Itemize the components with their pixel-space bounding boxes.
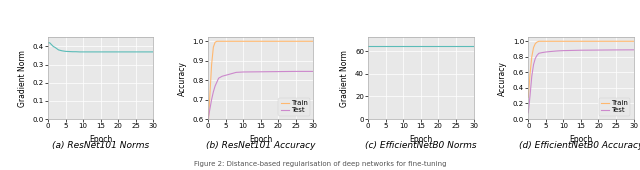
Test <box>236 71 244 73</box>
Y-axis label: Accuracy: Accuracy <box>499 61 508 96</box>
Train <box>208 64 216 66</box>
Train <box>239 40 247 42</box>
Train <box>257 40 264 42</box>
Text: (b) ResNet101 Accuracy: (b) ResNet101 Accuracy <box>206 141 316 150</box>
Test <box>526 95 534 97</box>
Train <box>559 40 567 42</box>
Train <box>595 40 602 42</box>
Train <box>630 40 637 42</box>
Train <box>229 40 237 42</box>
Test <box>612 49 620 51</box>
Text: Figure 2: Distance-based regularisation of deep networks for fine-tuning: Figure 2: Distance-based regularisation … <box>194 161 446 167</box>
Test <box>211 85 219 87</box>
Test <box>549 50 557 52</box>
Train <box>542 40 550 42</box>
Test <box>229 72 237 74</box>
Train <box>204 127 212 129</box>
Train <box>577 40 585 42</box>
Train <box>530 46 538 48</box>
Test <box>218 75 226 77</box>
Train <box>552 40 560 42</box>
Test <box>552 50 560 52</box>
Test <box>630 49 637 51</box>
Train <box>545 40 553 42</box>
Text: (c) EfficientNetB0 Norms: (c) EfficientNetB0 Norms <box>365 141 477 150</box>
Test <box>577 49 585 51</box>
Train <box>528 56 536 58</box>
Test <box>208 99 216 101</box>
Test <box>204 118 212 120</box>
Test <box>545 51 553 53</box>
X-axis label: Epoch: Epoch <box>249 135 273 144</box>
Train <box>222 40 230 42</box>
Test <box>556 50 564 52</box>
Train <box>275 40 282 42</box>
Line: Train: Train <box>528 41 634 97</box>
Train <box>209 46 217 48</box>
Train <box>612 40 620 42</box>
Train <box>535 40 543 42</box>
Test <box>528 75 536 77</box>
Train <box>218 40 226 42</box>
Test <box>292 70 300 72</box>
Line: Test: Test <box>208 71 314 119</box>
Test <box>257 71 264 73</box>
Test <box>535 52 543 54</box>
Test <box>531 57 539 59</box>
X-axis label: Epoch: Epoch <box>89 135 112 144</box>
Y-axis label: Accuracy: Accuracy <box>178 61 187 96</box>
Train <box>232 40 240 42</box>
Test <box>533 54 541 56</box>
Test <box>225 73 233 75</box>
Test <box>542 51 550 53</box>
Train <box>213 40 221 42</box>
Test <box>595 49 602 51</box>
Test <box>209 91 217 93</box>
Test <box>559 50 567 52</box>
Test <box>232 71 240 73</box>
Train <box>556 40 564 42</box>
Test <box>275 71 282 73</box>
Test <box>215 77 223 79</box>
Train <box>225 40 233 42</box>
Train <box>206 95 214 97</box>
Train <box>533 41 541 43</box>
Test <box>222 74 230 76</box>
Train <box>236 40 244 42</box>
Test <box>206 108 214 110</box>
Train <box>524 96 532 98</box>
Test <box>538 52 546 54</box>
X-axis label: Epoch: Epoch <box>570 135 593 144</box>
Test <box>239 71 247 73</box>
Test <box>524 112 532 114</box>
Text: (a) ResNet101 Norms: (a) ResNet101 Norms <box>52 141 149 150</box>
Train <box>215 40 223 42</box>
Train <box>211 41 219 43</box>
Y-axis label: Gradient Norm: Gradient Norm <box>18 50 27 107</box>
X-axis label: Epoch: Epoch <box>409 135 433 144</box>
Legend: Train, Test: Train, Test <box>278 98 310 116</box>
Train <box>526 73 534 75</box>
Text: (d) EfficientNetB0 Accuracy: (d) EfficientNetB0 Accuracy <box>519 141 640 150</box>
Test <box>530 64 538 66</box>
Train <box>549 40 557 42</box>
Train <box>538 40 546 42</box>
Y-axis label: Gradient Norm: Gradient Norm <box>340 50 349 107</box>
Legend: Train, Test: Train, Test <box>598 98 630 116</box>
Train <box>310 40 317 42</box>
Train <box>531 43 539 45</box>
Test <box>310 70 317 72</box>
Train <box>292 40 300 42</box>
Line: Train: Train <box>208 41 314 128</box>
Test <box>213 81 221 83</box>
Line: Test: Test <box>528 50 634 113</box>
